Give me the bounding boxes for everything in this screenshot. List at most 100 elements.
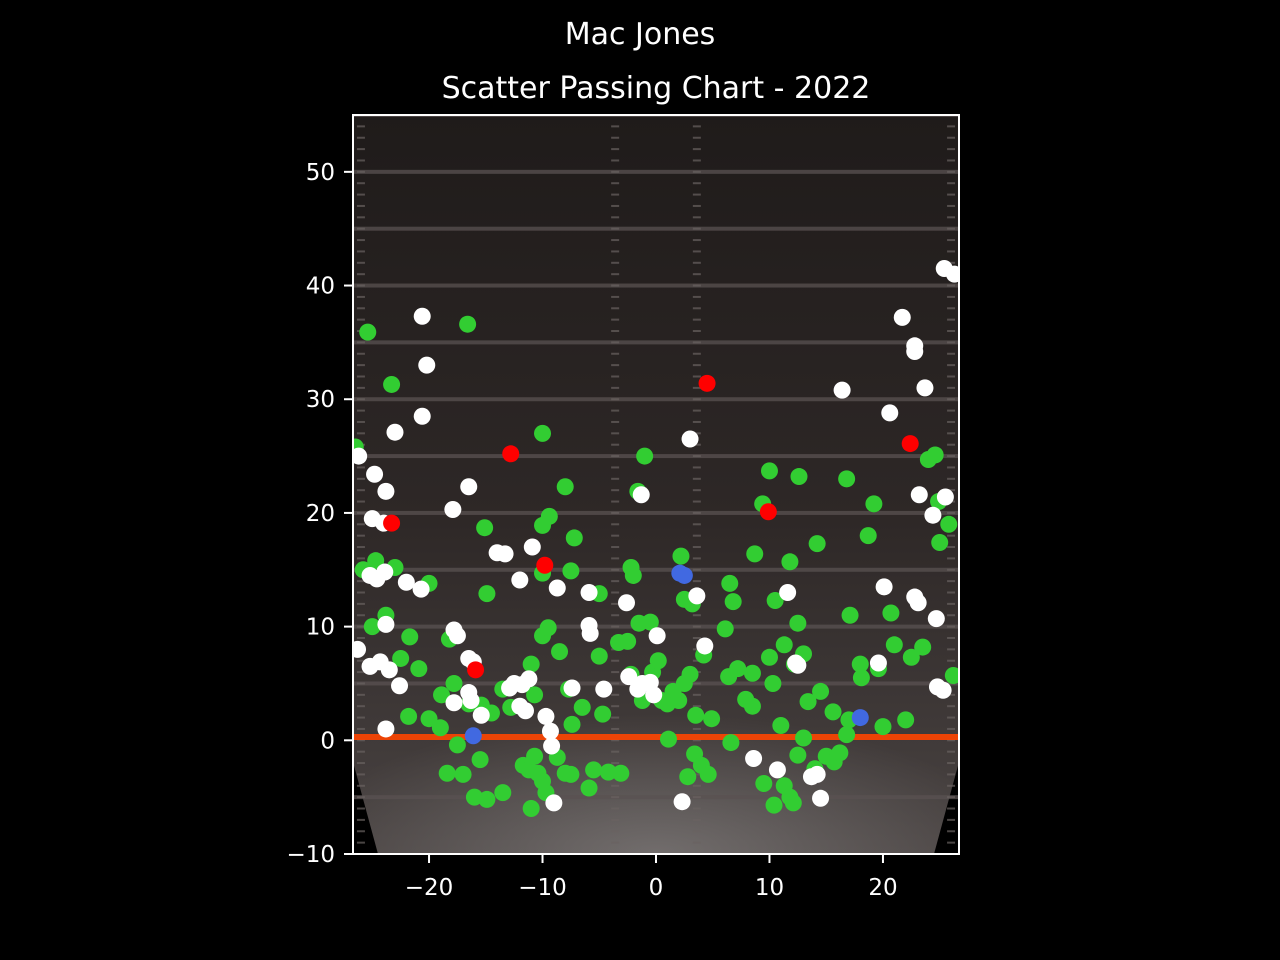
y-axis: −10 0 10 20 30 40 50	[286, 160, 353, 868]
hash-mark	[947, 284, 956, 287]
hash-mark	[611, 705, 620, 708]
point-incomplete	[444, 501, 462, 519]
hash-mark	[947, 432, 956, 435]
yard-line	[353, 510, 959, 515]
hash-mark	[356, 477, 365, 480]
point-complete	[721, 574, 739, 592]
point-interception	[901, 435, 919, 453]
point-complete	[902, 648, 920, 666]
point-complete	[699, 765, 717, 783]
point-incomplete	[397, 573, 415, 591]
hash-mark	[356, 818, 365, 821]
hash-mark	[947, 716, 956, 719]
point-complete	[775, 636, 793, 654]
point-complete	[471, 751, 489, 769]
point-incomplete	[353, 447, 368, 465]
hash-mark	[947, 477, 956, 480]
hash-mark	[692, 796, 701, 799]
hash-mark	[692, 477, 701, 480]
hash-mark	[611, 614, 620, 617]
hash-mark	[611, 716, 620, 719]
hash-mark	[611, 796, 620, 799]
point-complete	[681, 665, 699, 683]
point-incomplete	[377, 615, 395, 633]
hash-mark	[611, 420, 620, 423]
hash-mark	[947, 352, 956, 355]
hash-mark	[947, 580, 956, 583]
hash-mark	[356, 784, 365, 787]
hash-mark	[611, 330, 620, 333]
hash-mark	[692, 614, 701, 617]
point-complete	[931, 533, 949, 551]
point-complete	[755, 775, 773, 793]
hash-mark	[611, 295, 620, 298]
hash-mark	[611, 602, 620, 605]
hash-mark	[356, 580, 365, 583]
hash-mark	[947, 568, 956, 571]
hash-mark	[692, 534, 701, 537]
hash-mark	[947, 693, 956, 696]
hash-mark	[611, 284, 620, 287]
hash-mark	[356, 716, 365, 719]
hash-mark	[692, 420, 701, 423]
football-field-background	[353, 115, 959, 854]
hash-mark	[356, 432, 365, 435]
point-complete	[383, 375, 401, 393]
point-complete	[624, 566, 642, 584]
point-incomplete	[543, 737, 561, 755]
yard-line	[353, 340, 959, 345]
hash-mark	[356, 239, 365, 242]
hash-mark	[947, 409, 956, 412]
hash-mark	[692, 352, 701, 355]
hash-mark	[356, 295, 365, 298]
hash-mark	[692, 239, 701, 242]
hash-mark	[692, 443, 701, 446]
point-complete	[401, 628, 419, 646]
hash-mark	[692, 784, 701, 787]
hash-mark	[947, 784, 956, 787]
hash-mark	[692, 307, 701, 310]
hash-mark	[947, 511, 956, 514]
hash-mark	[356, 182, 365, 185]
hash-mark	[356, 125, 365, 128]
hash-mark	[356, 625, 365, 628]
hash-mark	[692, 364, 701, 367]
point-complete	[772, 717, 790, 735]
hash-mark	[356, 148, 365, 151]
hash-mark	[356, 762, 365, 765]
point-incomplete	[881, 404, 899, 422]
hash-mark	[611, 375, 620, 378]
y-tick-label: 0	[320, 728, 335, 754]
point-complete	[790, 468, 808, 486]
point-complete	[885, 636, 903, 654]
point-complete	[743, 664, 761, 682]
point-interception	[536, 556, 554, 574]
hash-mark	[356, 204, 365, 207]
hash-mark	[692, 295, 701, 298]
chart-subtitle: Scatter Passing Chart - 2022	[442, 71, 871, 106]
hash-mark	[692, 807, 701, 810]
hash-mark	[947, 773, 956, 776]
point-complete	[789, 746, 807, 764]
hash-mark	[356, 557, 365, 560]
hash-mark	[611, 250, 620, 253]
hash-mark	[611, 807, 620, 810]
hash-mark	[947, 364, 956, 367]
point-complete	[526, 747, 544, 765]
point-complete	[599, 763, 617, 781]
y-tick-label: 30	[306, 387, 335, 413]
hash-mark	[611, 307, 620, 310]
line-of-scrimmage	[353, 734, 959, 740]
hash-mark	[611, 671, 620, 674]
point-complete	[940, 515, 958, 533]
hash-mark	[611, 261, 620, 264]
point-incomplete	[681, 430, 699, 448]
hash-mark	[692, 386, 701, 389]
hash-mark	[611, 739, 620, 742]
hash-mark	[692, 818, 701, 821]
hash-mark	[692, 227, 701, 230]
point-complete	[670, 692, 688, 710]
point-complete	[539, 619, 557, 637]
hash-mark	[356, 375, 365, 378]
hash-mark	[692, 193, 701, 196]
